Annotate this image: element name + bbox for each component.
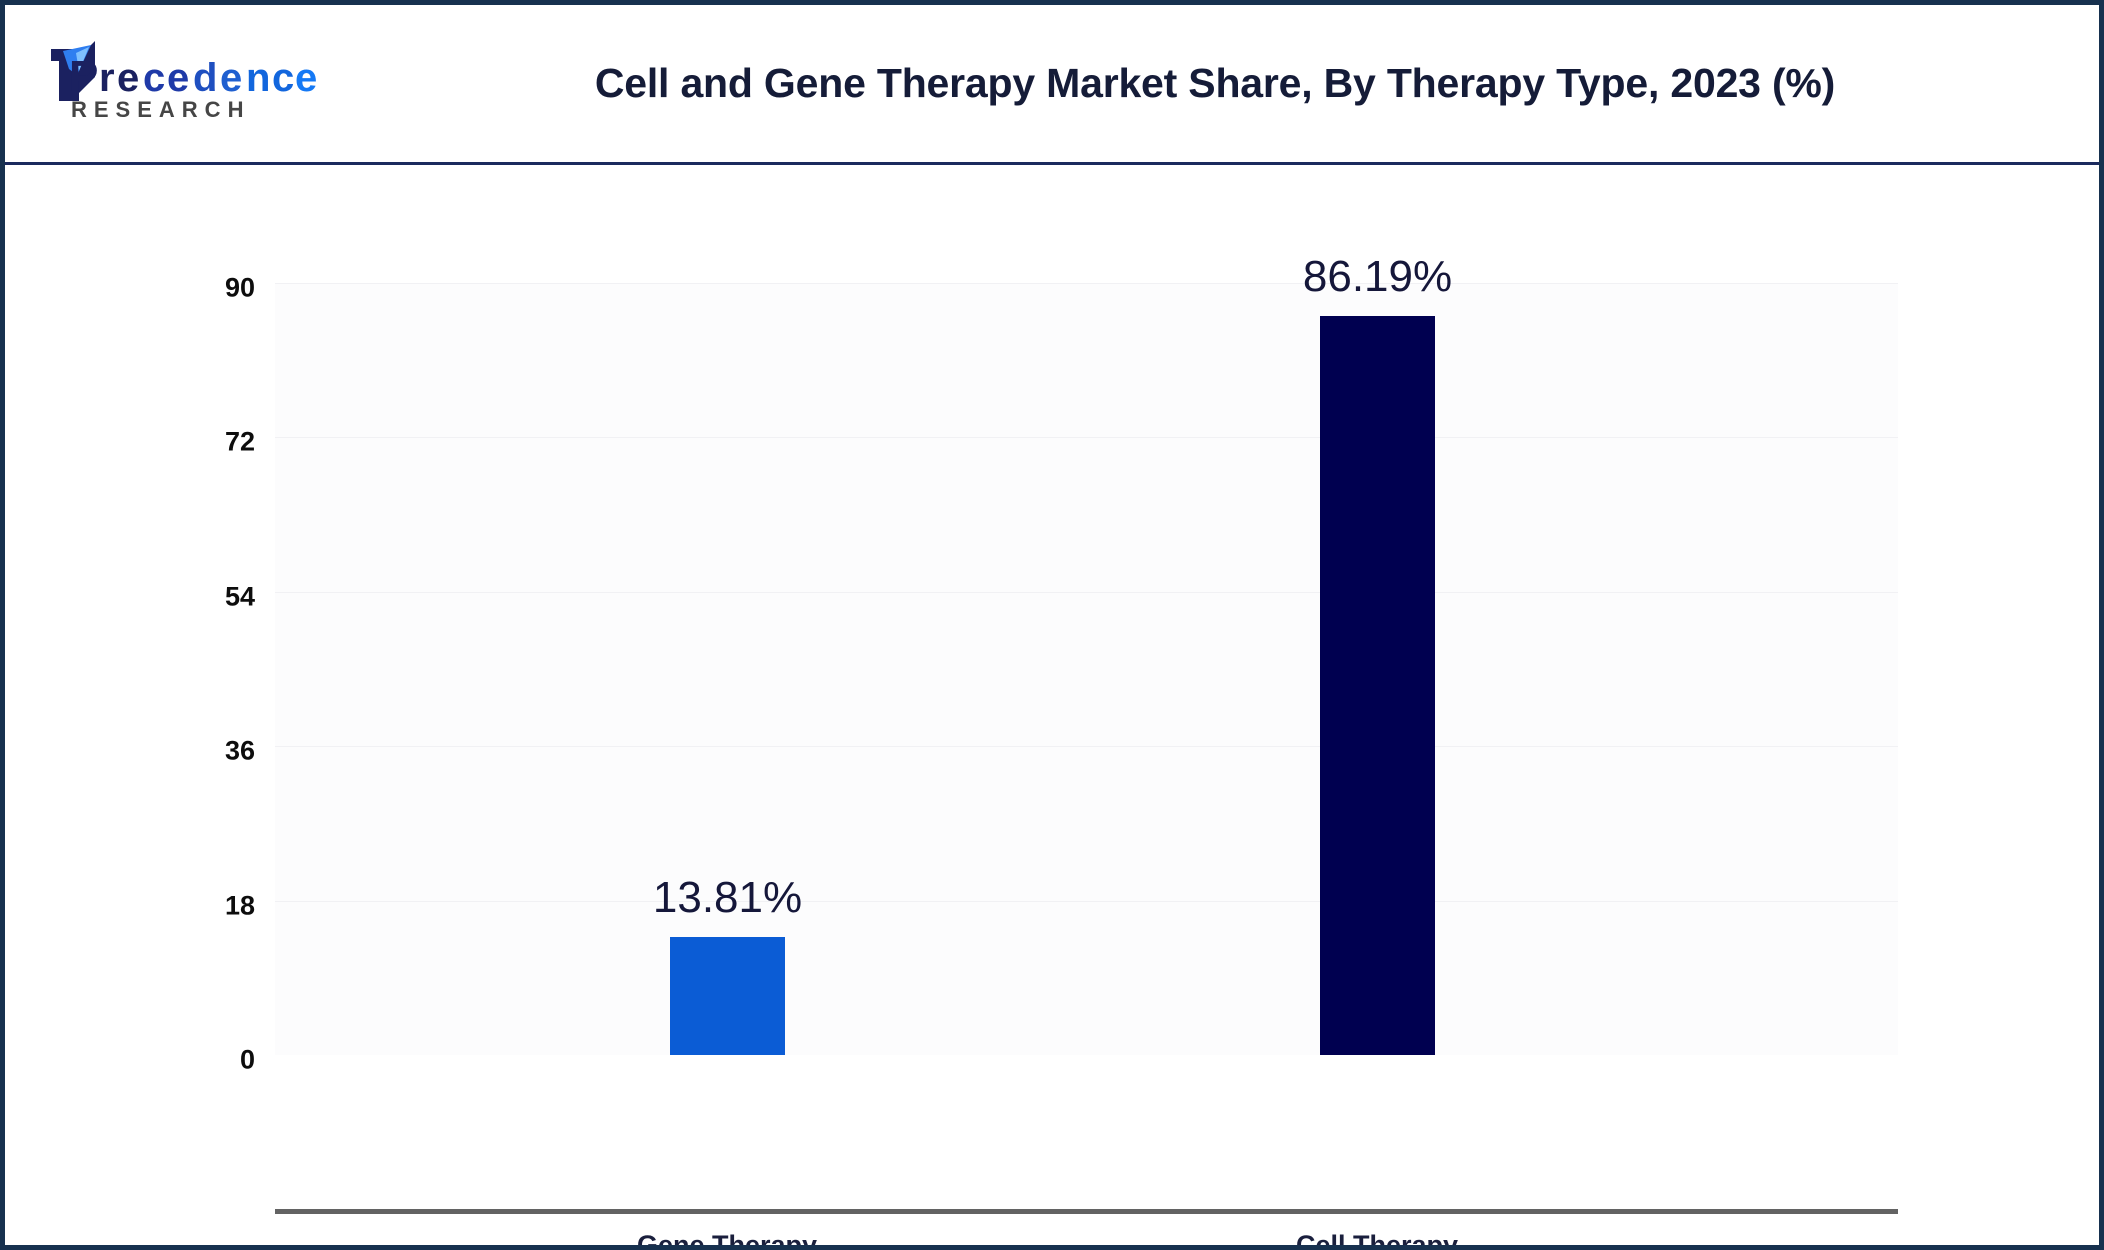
bar-column-cell-therapy: 86.19% [1303, 252, 1452, 1055]
chart-header: P r e c e d e n c e RESEARCH Cell and Ge… [5, 5, 2099, 165]
y-tick-label-18: 18 [224, 890, 255, 921]
precedence-research-logo: P r e c e d e n c e RESEARCH [43, 31, 333, 123]
x-tick-label-gene-therapy: Gene Therapy [636, 1230, 818, 1250]
svg-text:RESEARCH: RESEARCH [71, 97, 250, 122]
x-axis-line [275, 1209, 1898, 1214]
svg-text:e: e [295, 56, 317, 100]
svg-text:e: e [117, 56, 139, 100]
svg-text:P: P [69, 52, 97, 101]
gridline-90 [275, 283, 1898, 284]
gridline-36 [275, 746, 1898, 748]
y-tick-label-54: 54 [224, 581, 255, 612]
svg-text:e: e [167, 56, 189, 100]
gridline-54 [275, 591, 1898, 593]
y-tick-label-36: 36 [224, 735, 255, 766]
x-tick-label-cell-therapy: Cell Therapy [1295, 1230, 1459, 1250]
bar-column-gene-therapy: 13.81% [653, 283, 802, 1055]
y-tick-label-72: 72 [224, 426, 255, 457]
page-title: Cell and Gene Therapy Market Share, By T… [594, 60, 1836, 106]
svg-text:n: n [246, 56, 270, 100]
svg-text:c: c [272, 56, 294, 100]
gridline-72 [275, 437, 1898, 439]
svg-text:c: c [143, 56, 165, 100]
svg-text:d: d [193, 56, 217, 100]
bar-gene-therapy[interactable] [670, 936, 785, 1055]
bar-cell-therapy[interactable] [1320, 315, 1435, 1055]
chart-plot-region: 13.81% 86.19% 90 72 54 36 18 0 Gene Ther… [5, 165, 2099, 1250]
plot-area: 13.81% 86.19% [275, 252, 1898, 1055]
bar-value-label-gene-therapy: 13.81% [652, 872, 803, 922]
bar-value-label-cell-therapy: 86.19% [1302, 251, 1453, 301]
y-tick-label-0: 0 [239, 1044, 255, 1075]
y-tick-label-90: 90 [224, 272, 255, 303]
gridline-18 [275, 900, 1898, 902]
y-axis: 90 72 54 36 18 0 [125, 273, 255, 1225]
svg-text:e: e [220, 56, 242, 100]
svg-text:r: r [99, 56, 115, 100]
